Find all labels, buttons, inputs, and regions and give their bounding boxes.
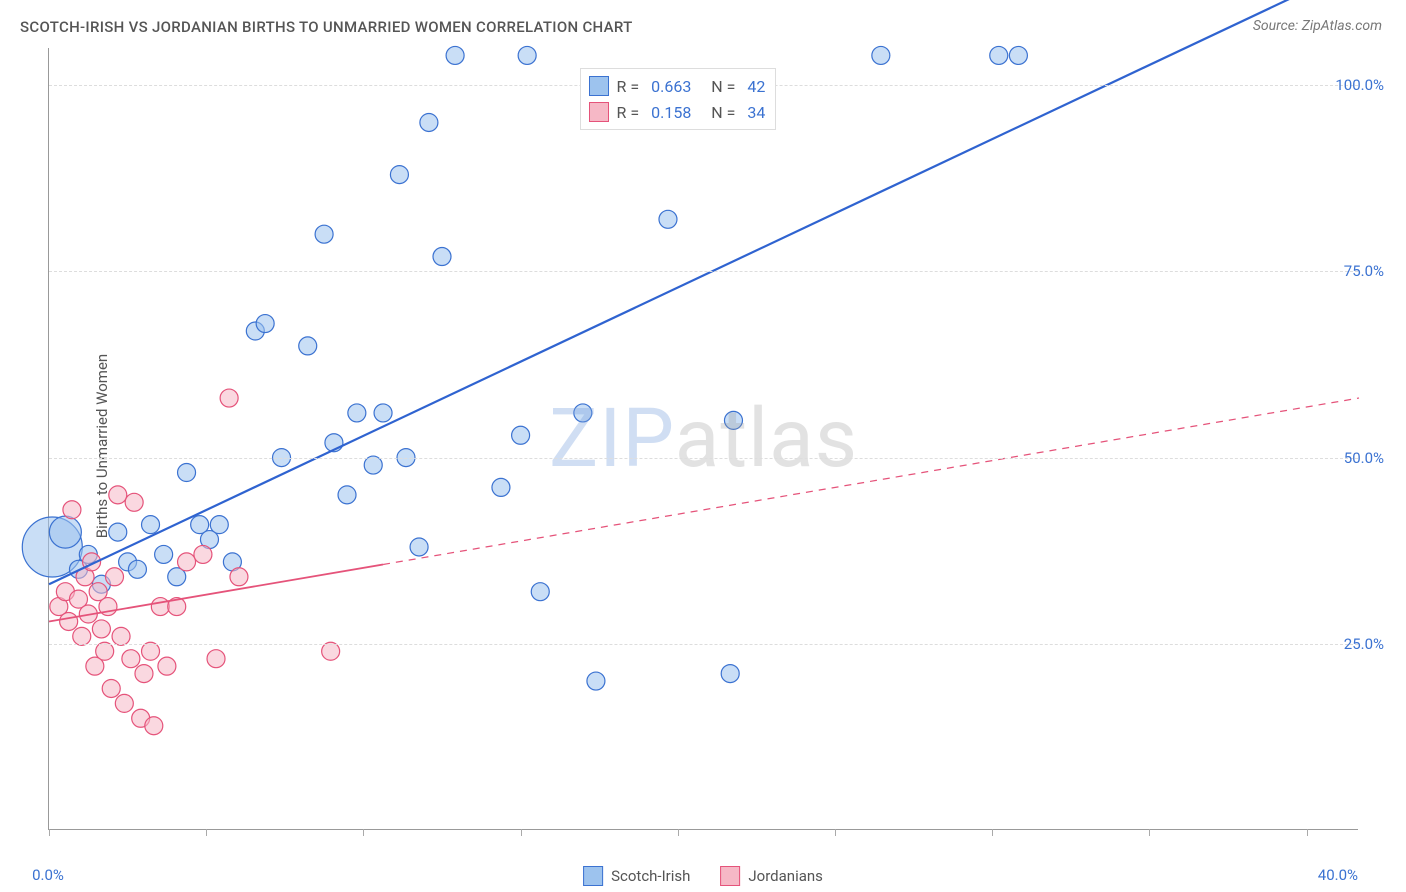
data-point bbox=[587, 672, 605, 690]
data-point bbox=[433, 248, 451, 266]
legend-n-value: 34 bbox=[747, 103, 765, 122]
data-point bbox=[322, 642, 340, 660]
data-point bbox=[125, 493, 143, 511]
data-point bbox=[155, 545, 173, 563]
y-tick-label: 75.0% bbox=[1344, 262, 1384, 280]
data-point bbox=[531, 583, 549, 601]
legend-r-label: R = bbox=[617, 77, 644, 96]
data-point bbox=[872, 46, 890, 64]
gridline bbox=[49, 644, 1358, 645]
data-point bbox=[109, 523, 127, 541]
data-point bbox=[256, 315, 274, 333]
data-point bbox=[299, 337, 317, 355]
legend-item: Jordanians bbox=[720, 866, 823, 886]
data-point bbox=[96, 642, 114, 660]
legend-swatch bbox=[720, 866, 740, 886]
data-point bbox=[115, 694, 133, 712]
data-point bbox=[178, 464, 196, 482]
data-point bbox=[492, 478, 510, 496]
x-tick-label: 40.0% bbox=[1318, 866, 1358, 884]
x-tick-label: 0.0% bbox=[32, 866, 64, 884]
x-tick bbox=[992, 829, 993, 836]
correlation-legend: R = 0.663 N = 42R = 0.158 N = 34 bbox=[580, 68, 777, 130]
legend-n-value: 42 bbox=[747, 77, 765, 96]
data-point bbox=[420, 113, 438, 131]
plot-area: ZIPatlas R = 0.663 N = 42R = 0.158 N = 3… bbox=[48, 48, 1358, 830]
data-point bbox=[92, 620, 110, 638]
x-tick bbox=[521, 829, 522, 836]
x-tick bbox=[1149, 829, 1150, 836]
data-point bbox=[207, 650, 225, 668]
data-point bbox=[194, 545, 212, 563]
x-tick bbox=[1307, 829, 1308, 836]
data-point bbox=[512, 426, 530, 444]
y-tick-label: 50.0% bbox=[1344, 449, 1384, 467]
data-point bbox=[338, 486, 356, 504]
gridline bbox=[49, 458, 1358, 459]
data-point bbox=[659, 210, 677, 228]
source-label: Source: ZipAtlas.com bbox=[1253, 18, 1382, 34]
data-point bbox=[102, 679, 120, 697]
data-point bbox=[49, 516, 81, 548]
legend-label: Jordanians bbox=[748, 867, 823, 885]
data-point bbox=[446, 46, 464, 64]
data-point bbox=[142, 516, 160, 534]
data-point bbox=[220, 389, 238, 407]
y-tick-label: 25.0% bbox=[1344, 635, 1384, 653]
data-point bbox=[135, 665, 153, 683]
bottom-legend: Scotch-Irish Jordanians bbox=[583, 866, 823, 886]
legend-swatch bbox=[589, 76, 609, 96]
data-point bbox=[724, 411, 742, 429]
data-point bbox=[518, 46, 536, 64]
data-point bbox=[60, 612, 78, 630]
data-point bbox=[390, 166, 408, 184]
x-tick bbox=[363, 829, 364, 836]
x-tick bbox=[206, 829, 207, 836]
data-point bbox=[142, 642, 160, 660]
data-point bbox=[63, 501, 81, 519]
data-point bbox=[210, 516, 228, 534]
x-tick bbox=[678, 829, 679, 836]
data-point bbox=[721, 665, 739, 683]
data-point bbox=[151, 598, 169, 616]
legend-row: R = 0.663 N = 42 bbox=[589, 73, 766, 99]
data-point bbox=[122, 650, 140, 668]
legend-label: Scotch-Irish bbox=[611, 867, 690, 885]
y-tick-label: 100.0% bbox=[1335, 76, 1384, 94]
data-point bbox=[158, 657, 176, 675]
legend-item: Scotch-Irish bbox=[583, 866, 690, 886]
data-point bbox=[574, 404, 592, 422]
data-point bbox=[374, 404, 392, 422]
data-point bbox=[109, 486, 127, 504]
legend-swatch bbox=[583, 866, 603, 886]
legend-swatch bbox=[589, 102, 609, 122]
data-point bbox=[128, 560, 146, 578]
data-point bbox=[364, 456, 382, 474]
x-tick bbox=[835, 829, 836, 836]
data-point bbox=[410, 538, 428, 556]
data-point bbox=[1009, 46, 1027, 64]
gridline bbox=[49, 271, 1358, 272]
chart-svg bbox=[49, 48, 1358, 829]
chart-title: SCOTCH-IRISH VS JORDANIAN BIRTHS TO UNMA… bbox=[20, 18, 633, 36]
legend-r-value: 0.663 bbox=[651, 77, 691, 96]
legend-n-label: N = bbox=[699, 77, 739, 96]
data-point bbox=[315, 225, 333, 243]
data-point bbox=[178, 553, 196, 571]
legend-row: R = 0.158 N = 34 bbox=[589, 99, 766, 125]
legend-n-label: N = bbox=[699, 103, 739, 122]
data-point bbox=[348, 404, 366, 422]
data-point bbox=[230, 568, 248, 586]
data-point bbox=[990, 46, 1008, 64]
trend-line-dashed bbox=[383, 398, 1359, 564]
x-tick bbox=[49, 829, 50, 836]
data-point bbox=[73, 627, 91, 645]
data-point bbox=[145, 717, 163, 735]
data-point bbox=[106, 568, 124, 586]
data-point bbox=[112, 627, 130, 645]
legend-r-value: 0.158 bbox=[651, 103, 691, 122]
legend-r-label: R = bbox=[617, 103, 644, 122]
